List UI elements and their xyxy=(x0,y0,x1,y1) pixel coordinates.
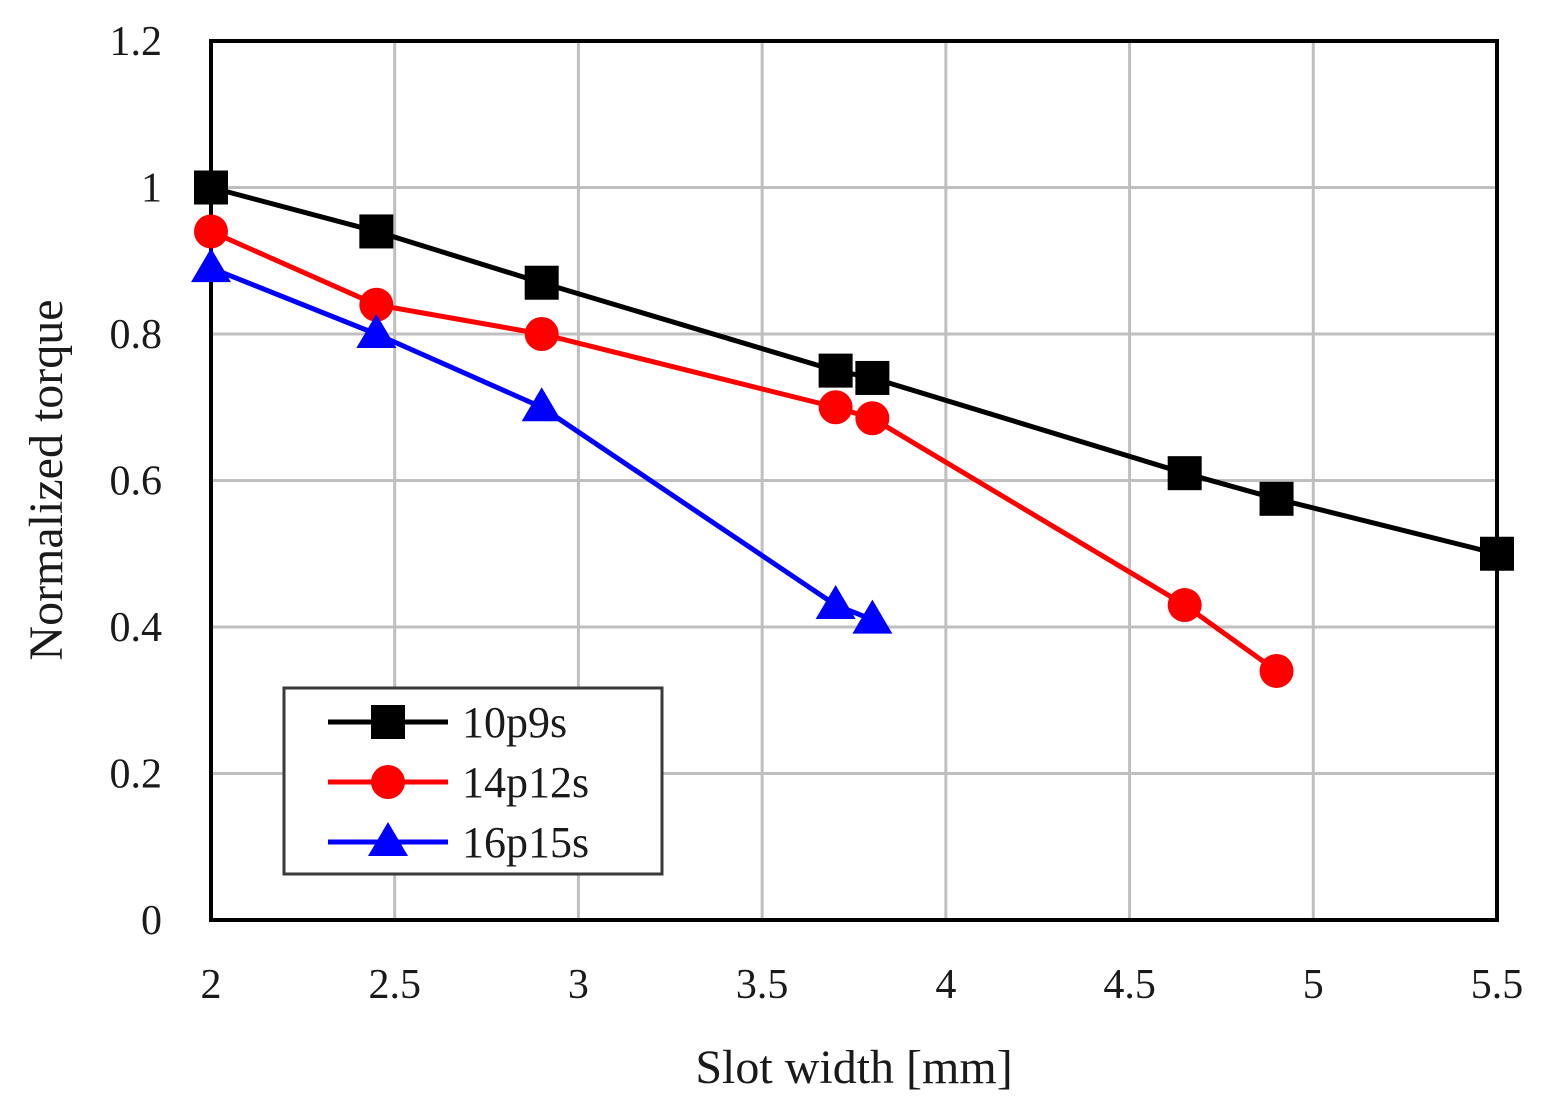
x-tick-label: 2.5 xyxy=(368,962,421,1008)
series-14p12s xyxy=(194,214,1294,688)
legend-label-16p15s: 16p15s xyxy=(462,818,589,867)
data-point-10p9s xyxy=(818,353,853,388)
legend-marker-14p12s xyxy=(371,765,405,799)
data-point-14p12s xyxy=(855,401,890,436)
legend-item-16p15s: 16p15s xyxy=(328,818,589,867)
y-tick-label: 0.4 xyxy=(110,605,163,651)
legend-item-14p12s: 14p12s xyxy=(328,758,589,807)
series-10p9s xyxy=(194,170,1514,571)
legend-label-10p9s: 10p9s xyxy=(462,698,567,747)
y-tick-label: 1 xyxy=(141,166,162,212)
y-tick-label: 0.2 xyxy=(110,752,163,798)
x-tick-label: 3.5 xyxy=(736,962,789,1008)
series-16p15s xyxy=(191,248,893,634)
grid xyxy=(209,39,1499,922)
data-point-16p15s xyxy=(356,314,397,348)
x-tick-label: 3 xyxy=(568,962,589,1008)
plot-area xyxy=(209,39,1499,922)
legend-marker-10p9s xyxy=(371,705,405,739)
data-point-10p9s xyxy=(1259,481,1294,516)
x-tick-label: 2 xyxy=(201,962,222,1008)
data-point-10p9s xyxy=(1167,456,1202,491)
y-tick-label: 0.8 xyxy=(110,312,163,358)
data-point-16p15s xyxy=(852,599,893,634)
y-tick-label: 0 xyxy=(141,898,162,944)
x-tick-label: 5.5 xyxy=(1471,962,1524,1008)
data-point-14p12s xyxy=(818,390,853,425)
data-point-14p12s xyxy=(194,214,228,249)
data-point-10p9s xyxy=(524,265,559,300)
data-point-14p12s xyxy=(359,287,394,322)
y-tick-label: 1.2 xyxy=(110,19,163,65)
y-axis-title: Normalized torque xyxy=(20,299,73,660)
data-point-14p12s xyxy=(524,317,559,351)
y-axis-ticks: 0 0.2 0.4 0.6 0.8 1 1.2 xyxy=(110,19,163,944)
legend-items: 10p9s 14p12s 16p15s xyxy=(328,698,589,867)
data-point-10p9s xyxy=(194,170,228,205)
series-line-10p9s xyxy=(210,185,1498,557)
legend: 10p9s 14p12s 16p15s xyxy=(282,686,664,876)
data-point-14p12s xyxy=(1167,588,1202,623)
data-point-16p15s xyxy=(191,248,231,283)
x-tick-label: 4 xyxy=(935,962,956,1008)
legend-marker-16p15s xyxy=(368,822,408,856)
data-point-16p15s xyxy=(815,585,856,620)
legend-label-14p12s: 14p12s xyxy=(462,758,589,807)
y-tick-label: 0.6 xyxy=(110,459,163,505)
data-point-10p9s xyxy=(359,214,394,249)
data-point-10p9s xyxy=(855,360,890,395)
series-layer xyxy=(191,170,1514,688)
x-axis-ticks: 2 2.5 3 3.5 4 4.5 5 5.5 xyxy=(201,962,1524,1008)
data-point-16p15s xyxy=(521,387,562,422)
x-axis-title: Slot width [mm] xyxy=(695,1041,1012,1094)
legend-item-10p9s: 10p9s xyxy=(328,698,567,747)
data-point-10p9s xyxy=(1480,536,1514,571)
x-tick-label: 4.5 xyxy=(1103,962,1156,1008)
data-point-14p12s xyxy=(1259,653,1294,688)
x-tick-label: 5 xyxy=(1303,962,1324,1008)
